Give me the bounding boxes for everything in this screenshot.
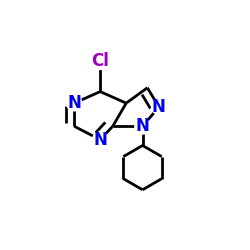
Text: N: N — [152, 98, 166, 116]
Text: N: N — [93, 131, 107, 149]
Text: Cl: Cl — [91, 52, 109, 70]
Text: N: N — [67, 94, 81, 112]
Text: N: N — [136, 117, 149, 135]
Circle shape — [66, 96, 82, 111]
Circle shape — [135, 118, 150, 134]
Circle shape — [92, 132, 108, 148]
Circle shape — [152, 100, 166, 114]
Circle shape — [92, 52, 109, 70]
